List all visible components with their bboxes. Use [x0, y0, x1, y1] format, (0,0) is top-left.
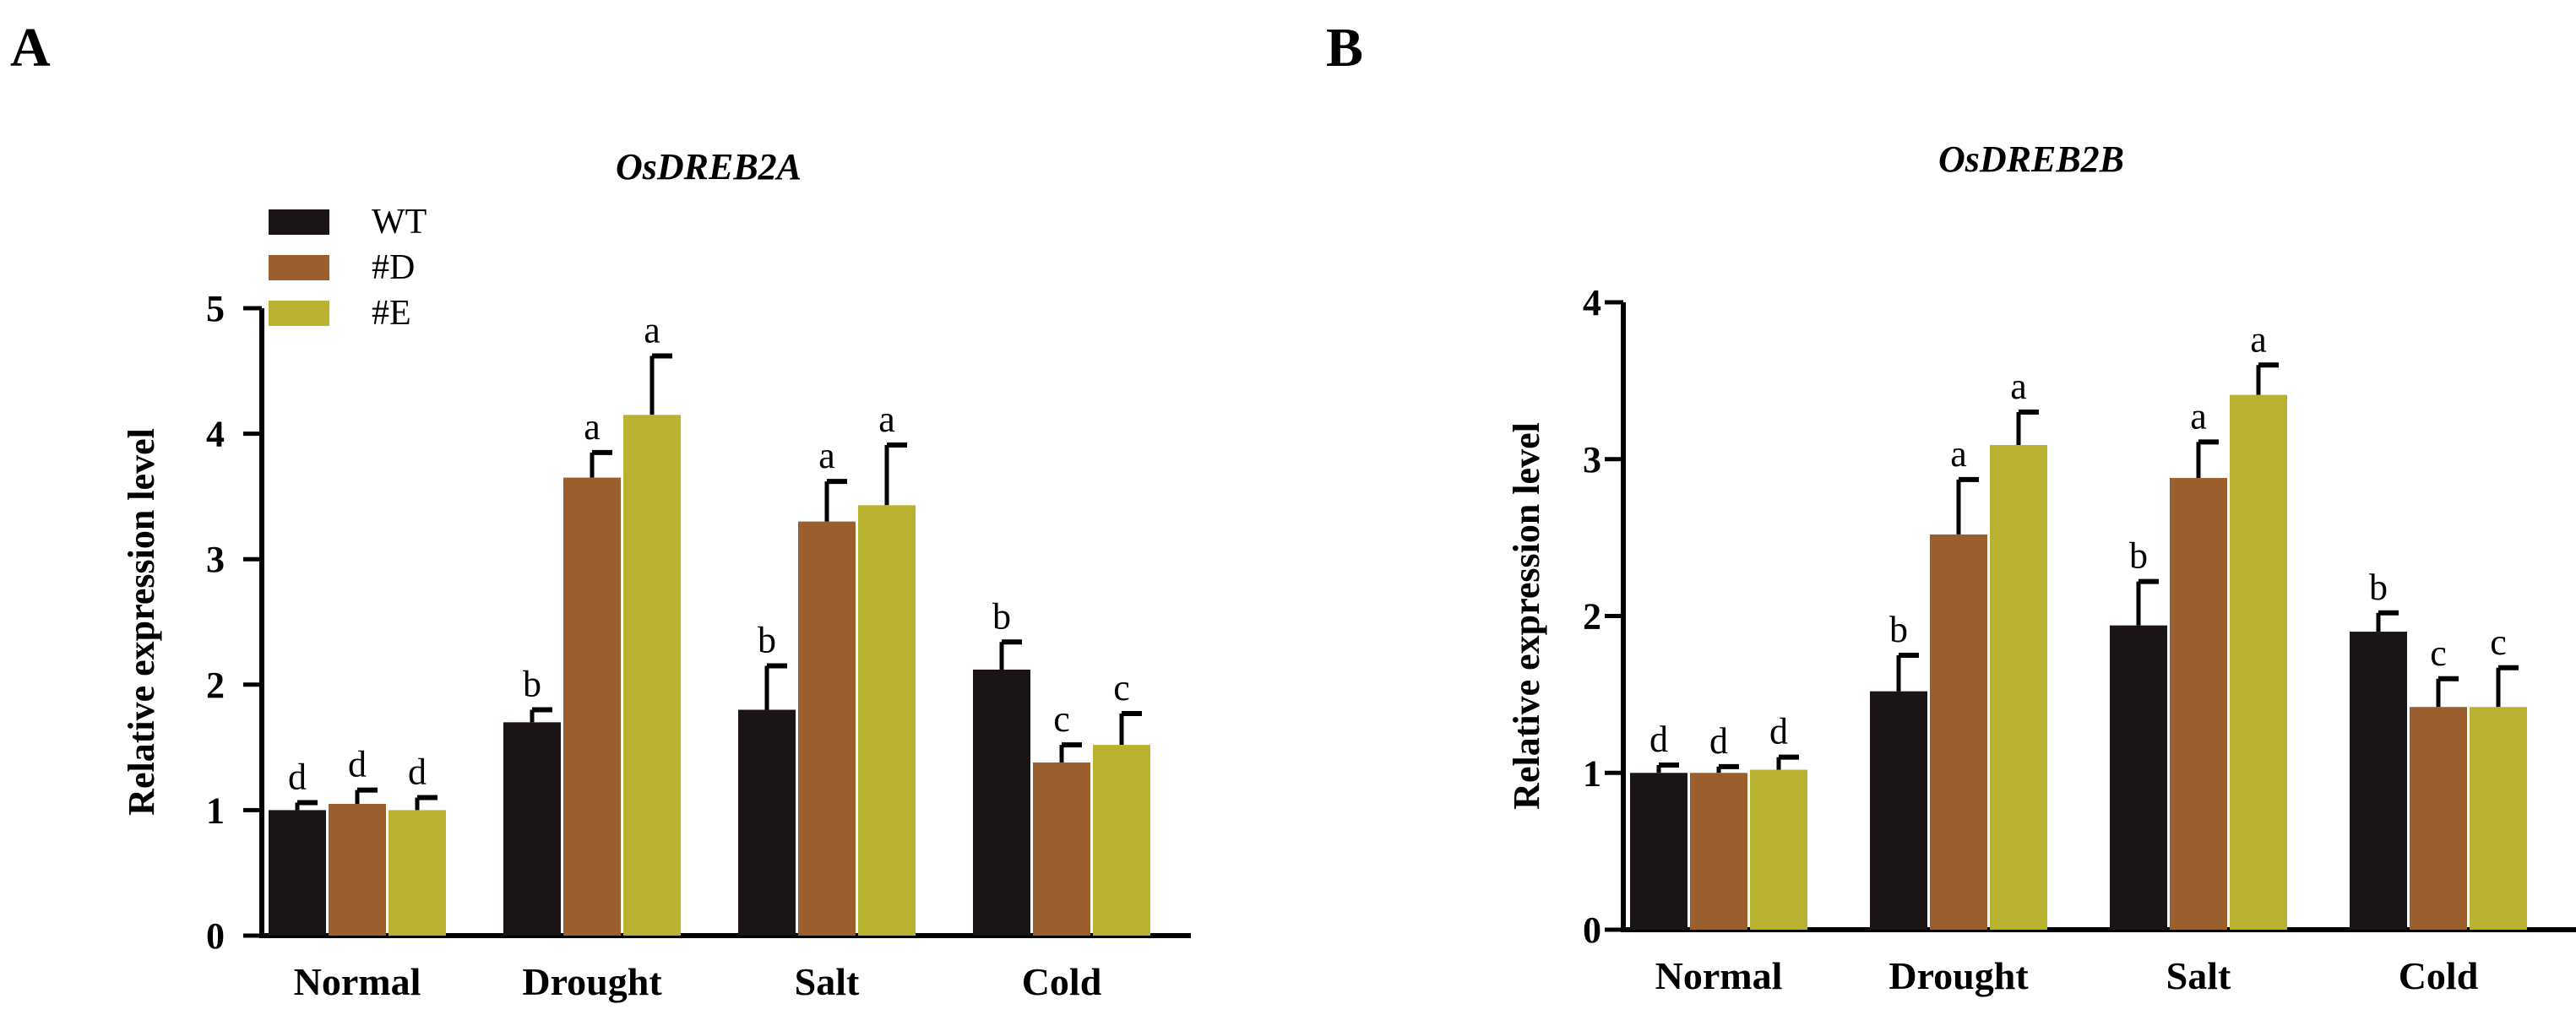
chart-osdreb2a: OsDREB2A Relative expression level 0 1 2 3 4 5 d… — [121, 146, 1191, 1003]
y-tick-label: 3 — [206, 539, 225, 580]
y-tick-label: 0 — [1583, 909, 1601, 951]
bar-WT-drought — [1870, 691, 1927, 930]
significance-label: d — [288, 756, 307, 797]
significance-label: d — [1649, 719, 1668, 760]
significance-label: a — [644, 309, 660, 350]
significance-label: a — [584, 406, 601, 448]
bar-E-normal — [389, 810, 446, 936]
bar-D-normal — [1690, 773, 1747, 930]
legend-swatch-d — [269, 255, 329, 280]
significance-label: b — [2129, 535, 2148, 577]
significance-label: a — [2010, 366, 2027, 407]
bar-D-drought — [1930, 534, 1987, 930]
bar-D-normal — [329, 803, 386, 936]
bar-E-cold — [2470, 707, 2527, 930]
significance-label: b — [1889, 609, 1908, 650]
y-tick-label: 2 — [1583, 596, 1601, 638]
chart-title: OsDREB2A — [616, 146, 802, 187]
significance-label: a — [1950, 433, 1967, 475]
legend-swatch-e — [269, 301, 329, 326]
x-tick-label-salt: Salt — [2166, 954, 2231, 997]
significance-label: c — [2490, 621, 2507, 663]
significance-label: c — [1053, 698, 1070, 740]
significance-label: b — [2369, 567, 2388, 608]
bar-D-salt — [798, 521, 856, 936]
bar-WT-normal — [269, 810, 326, 936]
x-tick-label-normal: Normal — [294, 960, 421, 1003]
bar-WT-salt — [738, 709, 796, 936]
significance-label: b — [758, 620, 776, 661]
legend-label-wt: WT — [372, 203, 427, 242]
bar-D-cold — [2410, 707, 2467, 930]
significance-label: d — [348, 744, 367, 785]
significance-label: d — [408, 752, 427, 793]
y-tick-label: 4 — [206, 414, 225, 455]
significance-label: b — [523, 664, 541, 705]
bar-E-normal — [1750, 769, 1807, 930]
y-axis-title: Relative expression level — [121, 428, 162, 816]
bar-E-drought — [623, 415, 681, 936]
x-tick-label-normal: Normal — [1655, 954, 1783, 997]
bar-WT-drought — [503, 722, 561, 936]
x-tick-label-salt: Salt — [795, 960, 860, 1003]
bar-D-drought — [563, 477, 621, 936]
legend-swatch-wt — [269, 209, 329, 235]
significance-label: b — [992, 595, 1011, 637]
bar-WT-salt — [2110, 625, 2167, 930]
significance-label: a — [878, 399, 895, 440]
y-tick-label: 1 — [206, 790, 225, 831]
bar-WT-normal — [1630, 773, 1687, 930]
x-tick-label-cold: Cold — [1022, 960, 1102, 1003]
legend-label-d: #D — [372, 248, 415, 287]
x-tick-label-cold: Cold — [2399, 954, 2479, 997]
significance-label: d — [1769, 711, 1788, 752]
bar-D-salt — [2170, 478, 2227, 930]
chart-title: OsDREB2B — [1938, 138, 2124, 180]
significance-label: c — [2430, 632, 2447, 674]
significance-label: a — [818, 435, 835, 476]
bar-WT-cold — [973, 669, 1030, 936]
y-tick-label: 3 — [1583, 439, 1601, 480]
panel-letter-b: B — [1326, 17, 1363, 79]
significance-label: d — [1709, 720, 1728, 762]
x-tick-label-drought: Drought — [522, 960, 662, 1003]
significance-label: a — [2250, 318, 2267, 360]
y-tick-label: 1 — [1583, 752, 1601, 794]
y-axis-title: Relative expression level — [1506, 422, 1547, 810]
bar-WT-cold — [2350, 632, 2407, 930]
bar-E-drought — [1990, 445, 2047, 930]
panel-letter-a: A — [10, 17, 51, 79]
y-tick-label: 5 — [206, 288, 225, 329]
y-tick-label: 0 — [206, 915, 225, 957]
bar-D-cold — [1033, 762, 1090, 936]
y-tick-label: 4 — [1583, 282, 1601, 323]
significance-label: a — [2190, 395, 2207, 437]
x-tick-label-drought: Drought — [1889, 954, 2029, 997]
bar-E-salt — [858, 505, 916, 936]
bar-E-salt — [2230, 394, 2287, 930]
bar-E-cold — [1093, 745, 1150, 936]
legend-label-e: #E — [372, 294, 411, 333]
y-tick-label: 2 — [206, 665, 225, 706]
significance-label: c — [1113, 667, 1130, 708]
